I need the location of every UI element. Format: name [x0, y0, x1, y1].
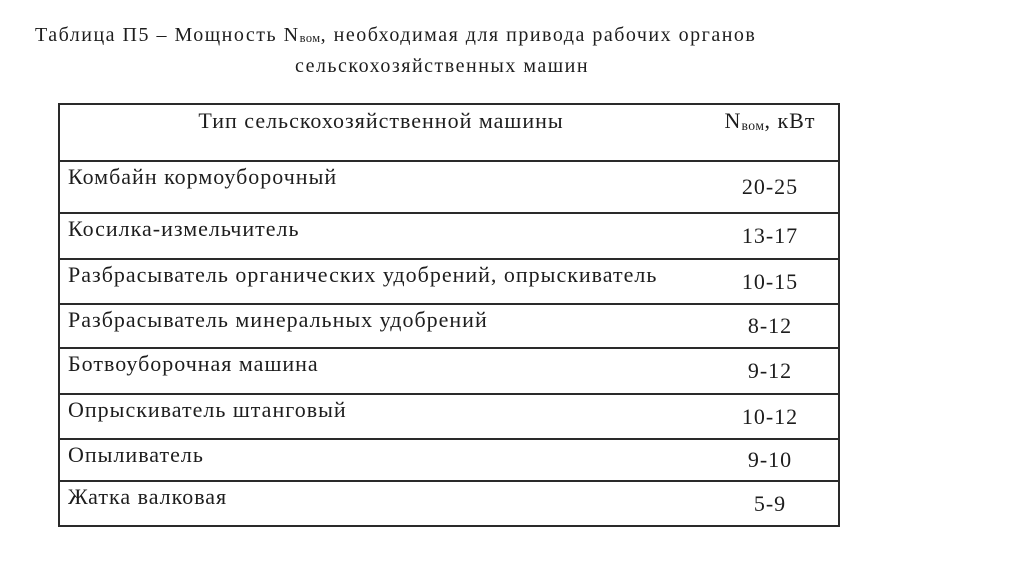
power-value-cell: 13-17	[741, 223, 799, 248]
table-row: Комбайн кормоуборочный 20-25	[59, 161, 839, 213]
power-value-cell: 20-25	[741, 174, 799, 199]
power-value-cell: 8-12	[747, 313, 793, 338]
table-row: Ботвоуборочная машина 9-12	[59, 348, 839, 394]
table-row: Жатка валковая 5-9	[59, 481, 839, 526]
power-value-cell: 10-12	[741, 403, 799, 429]
table-row: Разбрасыватель минеральных удобрений 8-1…	[59, 304, 839, 348]
column-header-machine-type: Тип сельскохозяйственной машины	[198, 108, 564, 133]
machine-type-cell: Опыливатель	[68, 442, 204, 467]
power-header-subscript: вом	[741, 117, 765, 133]
machine-type-cell: Разбрасыватель органических удобрений, о…	[68, 262, 658, 287]
machine-type-cell: Косилка-измельчитель	[68, 216, 300, 241]
table-caption-line2: сельскохозяйственных машин	[294, 55, 590, 77]
table-header-row: Тип сельскохозяйственной машины Nвом, кВ…	[59, 104, 839, 161]
power-requirements-table: Тип сельскохозяйственной машины Nвом, кВ…	[58, 103, 840, 527]
power-value-cell: 9-12	[747, 358, 793, 383]
table-row: Косилка-измельчитель 13-17	[59, 213, 839, 259]
power-value-cell: 10-15	[741, 268, 799, 294]
power-header-suffix: , кВт	[764, 108, 816, 133]
table-row: Опрыскиватель штанговый 10-12	[59, 394, 839, 439]
power-header-prefix: N	[724, 108, 742, 133]
machine-type-cell: Опрыскиватель штанговый	[68, 397, 347, 422]
table-caption-line1: Таблица П5 – Мощность Nвом, необходимая …	[35, 25, 756, 45]
caption-text-prefix: Таблица П5 – Мощность N	[35, 24, 300, 46]
power-value-cell: 5-9	[753, 490, 787, 516]
power-value-cell: 9-10	[747, 447, 793, 472]
machine-type-cell: Ботвоуборочная машина	[68, 351, 319, 376]
caption-text-suffix: , необходимая для привода рабочих органо…	[320, 24, 757, 46]
table-row: Опыливатель 9-10	[59, 439, 839, 481]
machine-type-cell: Комбайн кормоуборочный	[68, 164, 338, 189]
column-header-power: Nвом, кВт	[702, 104, 839, 161]
machine-type-cell: Разбрасыватель минеральных удобрений	[68, 307, 488, 332]
caption-subscript: вом	[299, 31, 321, 46]
table-row: Разбрасыватель органических удобрений, о…	[59, 259, 839, 304]
machine-type-cell: Жатка валковая	[68, 484, 228, 509]
